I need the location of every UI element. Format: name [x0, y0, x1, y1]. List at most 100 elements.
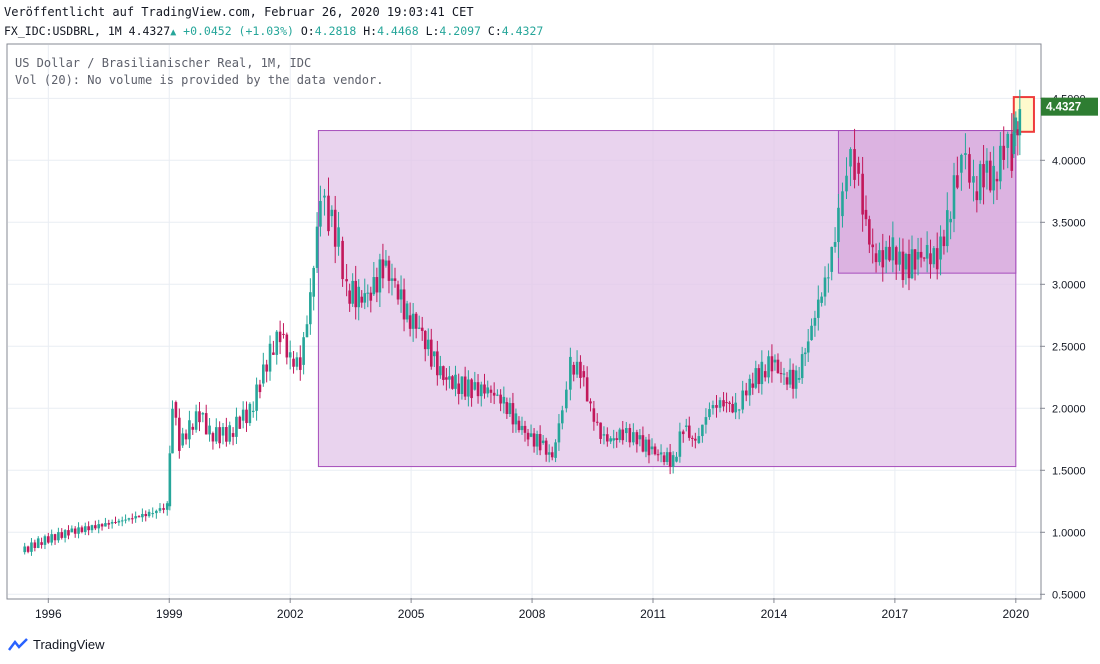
candle-body — [238, 416, 242, 429]
candle-body — [258, 384, 262, 393]
last-price-tag: 4.4327 — [1041, 97, 1098, 116]
candle-body — [50, 534, 53, 543]
candle-body — [757, 368, 761, 385]
candle-body — [612, 438, 615, 441]
candle-body — [668, 452, 672, 467]
candle-body — [823, 277, 827, 297]
candle-body — [845, 175, 848, 192]
candle-body — [919, 251, 923, 258]
candle-body — [255, 384, 258, 411]
candle-body — [151, 513, 155, 515]
candle-body — [722, 400, 725, 407]
candle-body — [411, 313, 415, 329]
candle-body — [285, 334, 289, 358]
candle-body — [130, 518, 134, 520]
candle-body — [496, 394, 499, 396]
candle-body — [345, 279, 348, 282]
y-tick-label: 1.0000 — [1052, 527, 1086, 539]
candle-body — [665, 452, 669, 462]
symbol-label: FX_IDC:USDBRL, 1M — [4, 24, 122, 38]
candle-body — [241, 409, 245, 421]
footer-brand[interactable]: TradingView — [8, 637, 105, 652]
candle-body — [341, 240, 344, 280]
candle-body — [381, 259, 385, 279]
x-tick-label: 2017 — [882, 607, 909, 621]
candle-body — [565, 389, 568, 409]
low-value: 4.2097 — [439, 24, 481, 38]
candle-body — [262, 364, 265, 384]
candle-body — [526, 432, 530, 440]
candle-body — [715, 405, 718, 408]
low-label: L: — [425, 24, 440, 38]
candle-body — [218, 427, 221, 444]
candle-body — [684, 425, 688, 427]
candle-body — [972, 176, 975, 183]
candle-body — [532, 433, 536, 447]
candle-body — [982, 164, 985, 188]
close-value: 4.4327 — [501, 24, 544, 38]
candle-body — [30, 542, 33, 552]
candle-body — [275, 331, 279, 355]
y-tick-label: 2.5000 — [1052, 341, 1086, 353]
candle-body — [718, 400, 722, 408]
candle-body — [671, 455, 675, 467]
price-tag-text: 4.4327 — [1046, 102, 1081, 114]
candle-body — [791, 369, 795, 389]
candle-body — [606, 434, 609, 442]
candle-body — [354, 280, 357, 308]
candle-body — [77, 527, 80, 534]
candle-body — [63, 530, 67, 538]
candle-body — [618, 429, 622, 440]
candle-body — [90, 525, 94, 531]
candle-body — [1012, 131, 1016, 155]
y-tick-label: 0.5000 — [1052, 589, 1086, 601]
y-tick-label: 4.0000 — [1052, 155, 1086, 167]
candle-body — [114, 521, 117, 523]
candle-body — [529, 433, 533, 437]
candle-body — [387, 260, 391, 281]
published-header: Veröffentlicht auf TradingView.com, Febr… — [4, 5, 474, 19]
candle-body — [935, 248, 939, 270]
candle-body — [925, 244, 929, 259]
candle-body — [174, 402, 178, 418]
candle-body — [337, 227, 340, 247]
last-price: 4.4327 — [128, 24, 171, 38]
candle-body — [820, 296, 823, 303]
candle-body — [408, 315, 412, 329]
candle-body — [204, 413, 208, 435]
candle-body — [922, 257, 926, 259]
candle-body — [1006, 133, 1010, 148]
x-tick-label: 2014 — [761, 607, 788, 621]
candle-body — [675, 456, 678, 462]
candle-body — [881, 250, 885, 268]
candle-body — [144, 513, 148, 517]
candle-body — [949, 218, 952, 223]
candle-body — [231, 433, 235, 437]
candle-body — [445, 377, 448, 380]
candle-body — [514, 413, 518, 425]
candle-body — [369, 292, 373, 301]
candle-body — [330, 209, 334, 217]
candle-body — [523, 425, 527, 433]
candle-body — [635, 432, 639, 445]
candle-body — [188, 420, 191, 440]
candle-body — [248, 403, 252, 424]
candle-body — [751, 383, 755, 388]
candle-body — [864, 209, 868, 220]
candle-body — [323, 195, 326, 198]
candle-body — [803, 352, 807, 355]
y-tick-label: 3.0000 — [1052, 279, 1086, 291]
candle-body — [624, 427, 628, 434]
candle-body — [884, 246, 888, 260]
candle-body — [650, 446, 654, 450]
candle-body — [797, 378, 801, 380]
candle-body — [913, 249, 917, 270]
candle-body — [888, 246, 891, 261]
candle-body — [942, 236, 946, 247]
candle-body — [479, 384, 483, 397]
candle-body — [767, 356, 770, 378]
x-tick-label: 2008 — [519, 607, 546, 621]
candle-body — [402, 289, 406, 320]
candle-body — [541, 440, 545, 444]
